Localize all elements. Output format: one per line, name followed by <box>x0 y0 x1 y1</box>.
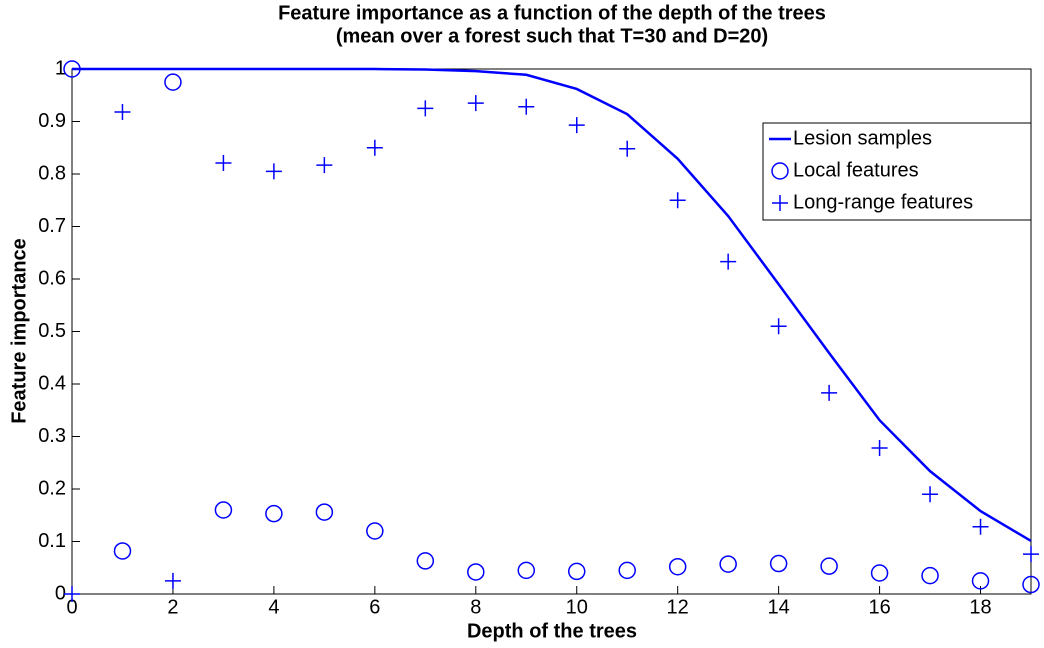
legend-box <box>762 122 1032 221</box>
y-tick-label: 0.2 <box>38 477 66 499</box>
data-line <box>72 67 1032 543</box>
plus-marker <box>619 140 636 157</box>
plus-marker <box>467 95 484 112</box>
circle-marker <box>113 542 132 560</box>
plus-marker <box>568 117 585 134</box>
plus-marker <box>366 139 383 156</box>
circle-marker <box>517 561 536 580</box>
plus-marker <box>265 163 282 180</box>
x-tick-label: 12 <box>667 596 689 618</box>
chart-title: Feature importance as a function of the … <box>278 2 826 24</box>
x-tick-label: 2 <box>167 596 178 618</box>
circle-marker <box>719 555 737 573</box>
plus-marker <box>316 157 333 174</box>
y-tick-label: 0.6 <box>38 267 66 289</box>
circle-marker <box>971 572 990 590</box>
plus-marker <box>518 98 535 115</box>
y-axis-label: Feature importance <box>8 238 30 424</box>
legend-label: Local features <box>793 159 919 181</box>
legend-label: Lesion samples <box>793 127 932 149</box>
circle-marker <box>668 557 687 576</box>
y-tick-label: 0 <box>55 582 66 604</box>
plus-marker <box>972 518 989 535</box>
circle-marker <box>1022 575 1040 594</box>
plus-marker <box>164 572 181 589</box>
plus-marker <box>114 104 131 121</box>
plus-marker <box>770 318 787 335</box>
x-tick-label: 18 <box>969 596 991 618</box>
circle-marker <box>164 73 182 91</box>
circle-marker <box>771 162 789 180</box>
plus-marker <box>669 192 686 209</box>
y-tick-label: 0.9 <box>38 110 66 132</box>
plus-marker <box>417 100 434 117</box>
plus-marker <box>215 154 232 171</box>
x-axis-label: Depth of the trees <box>467 620 637 642</box>
x-tick-label: 8 <box>470 596 481 618</box>
y-tick-label: 1 <box>55 57 66 79</box>
plus-marker <box>772 195 788 211</box>
x-tick-label: 4 <box>268 596 279 618</box>
circle-marker <box>366 522 384 540</box>
plus-marker <box>1023 546 1039 563</box>
circle-marker <box>467 563 485 581</box>
plus-marker <box>871 440 888 457</box>
x-tick-label: 0 <box>66 596 77 618</box>
circle-marker <box>870 564 889 582</box>
x-tick-label: 6 <box>369 596 380 618</box>
chart-subtitle: (mean over a forest such that T=30 and D… <box>336 25 768 47</box>
legend-label: Long-range features <box>793 191 973 213</box>
plus-marker <box>922 486 939 503</box>
circle-marker <box>214 501 233 519</box>
y-tick-label: 0.4 <box>38 372 66 394</box>
y-tick-label: 0.3 <box>38 425 66 447</box>
y-tick-label: 0.7 <box>38 215 66 237</box>
x-tick-label: 10 <box>566 596 588 618</box>
x-tick-label: 14 <box>768 596 790 618</box>
plus-marker <box>720 253 737 270</box>
y-tick-label: 0.5 <box>38 320 66 342</box>
circle-marker <box>63 60 81 78</box>
circle-marker <box>820 557 838 575</box>
circle-marker <box>618 561 636 580</box>
x-tick-label: 16 <box>868 596 890 618</box>
plus-marker <box>821 384 838 401</box>
circle-marker <box>921 566 939 585</box>
circle-marker <box>416 552 435 570</box>
circle-marker <box>769 554 788 573</box>
y-tick-label: 0.8 <box>38 162 66 184</box>
circle-marker <box>567 562 586 581</box>
circle-marker <box>265 504 283 523</box>
circle-marker <box>315 503 334 521</box>
y-tick-label: 0.1 <box>38 530 66 552</box>
plus-marker <box>64 586 80 602</box>
